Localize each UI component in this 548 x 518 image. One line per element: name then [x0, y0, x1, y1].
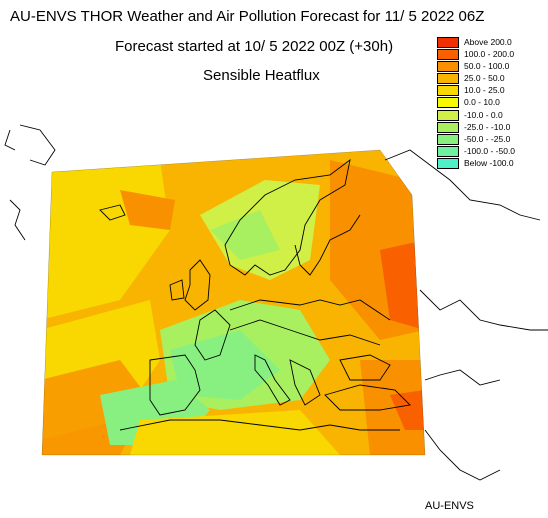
legend-swatch	[437, 73, 459, 85]
legend-label: 100.0 - 200.0	[464, 49, 515, 60]
legend-swatch	[437, 49, 459, 61]
legend-swatch	[437, 61, 459, 73]
legend-swatch	[437, 157, 459, 169]
legend-swatch	[437, 133, 459, 145]
legend-item: -50.0 - -25.0	[437, 133, 545, 146]
legend-item: 50.0 - 100.0	[437, 61, 545, 73]
legend-item: 25.0 - 50.0	[437, 73, 545, 85]
heatflux-field	[42, 150, 425, 455]
legend-label: Below -100.0	[464, 157, 514, 168]
legend: Above 200.0 100.0 - 200.0 50.0 - 100.0 25.0…	[437, 37, 545, 170]
parameter-name: Sensible Heatflux	[203, 67, 320, 84]
legend-item: -10.0 - 0.0	[437, 109, 545, 122]
legend-label: 10.0 - 25.0	[464, 85, 505, 96]
legend-label: 0.0 - 10.0	[464, 97, 500, 108]
legend-item: -100.0 - -50.0	[437, 145, 545, 158]
legend-item: Below -100.0	[437, 157, 545, 170]
legend-swatch	[437, 97, 459, 109]
forecast-start: Forecast started at 10/ 5 2022 00Z (+30h…	[115, 38, 394, 55]
map-title: AU-ENVS THOR Weather and Air Pollution F…	[10, 8, 485, 25]
legend-label: -100.0 - -50.0	[464, 145, 516, 156]
legend-label: -50.0 - -25.0	[464, 133, 511, 144]
legend-label: Above 200.0	[464, 37, 512, 47]
legend-item: 0.0 - 10.0	[437, 97, 545, 109]
legend-swatch	[437, 37, 459, 48]
legend-item: 100.0 - 200.0	[437, 49, 545, 61]
legend-swatch	[437, 109, 459, 121]
coastlines	[4, 124, 548, 481]
legend-label: -10.0 - 0.0	[464, 109, 503, 120]
credit-label: AU-ENVS	[425, 500, 474, 512]
legend-swatch	[437, 85, 459, 97]
legend-label: 25.0 - 50.0	[464, 73, 505, 84]
legend-swatch	[437, 145, 459, 157]
legend-label: 50.0 - 100.0	[464, 61, 510, 72]
legend-label: -25.0 - -10.0	[464, 121, 511, 132]
legend-item: 10.0 - 25.0	[437, 85, 545, 97]
legend-swatch	[437, 121, 459, 133]
legend-item: Above 200.0	[437, 37, 545, 49]
legend-item: -25.0 - -10.0	[437, 121, 545, 134]
